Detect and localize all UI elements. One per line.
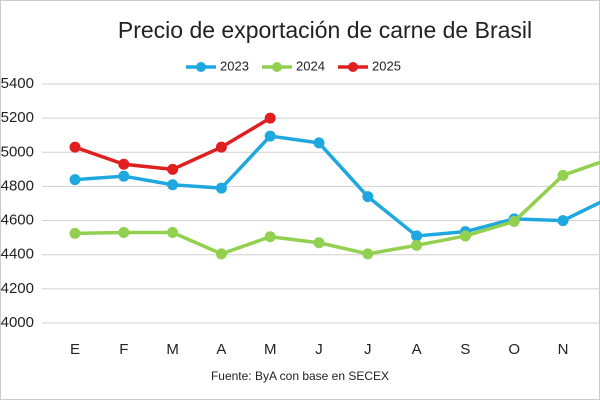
point — [264, 231, 276, 243]
series-line — [74, 134, 600, 238]
point — [557, 169, 569, 181]
point — [69, 227, 81, 239]
point — [167, 179, 179, 191]
y-tick-label: 4200 — [1, 280, 34, 297]
y-tick-label: 4800 — [1, 177, 34, 194]
x-tick-label: J — [315, 341, 323, 358]
legend-label: 2025 — [372, 58, 401, 73]
point — [362, 248, 374, 260]
legend-marker — [272, 62, 282, 72]
source: Fuente: ByA con base en SECEX — [211, 369, 389, 383]
x-tick-label: M — [264, 341, 277, 358]
x-tick-label: E — [70, 341, 80, 358]
y-tick-label: 4000 — [1, 314, 34, 331]
y-tick-label: 5000 — [1, 143, 34, 160]
point — [313, 137, 325, 149]
point — [215, 141, 227, 153]
y-tick-label: 4600 — [1, 212, 34, 229]
point — [459, 230, 471, 242]
x-tick-label: F — [119, 341, 128, 358]
point — [215, 248, 227, 260]
x-tick-label: A — [412, 341, 422, 358]
x-tick-label: S — [460, 341, 470, 358]
point — [411, 239, 423, 251]
point — [215, 182, 227, 194]
x-tick-label: A — [216, 341, 226, 358]
y-tick-label: 5400 — [1, 75, 34, 92]
x-tick-label: O — [508, 341, 520, 358]
point — [167, 163, 179, 175]
point — [313, 237, 325, 249]
legend-marker — [196, 62, 206, 72]
legend-marker — [348, 62, 358, 72]
point — [508, 215, 520, 227]
point — [118, 227, 130, 239]
chart-title: Precio de exportación de carne de Brasil — [118, 17, 532, 43]
point — [167, 227, 179, 239]
point — [69, 174, 81, 186]
point — [118, 170, 130, 182]
y-tick-label: 4400 — [1, 246, 34, 263]
x-tick-label: N — [558, 341, 569, 358]
x-tick-label: M — [166, 341, 179, 358]
y-tick-label: 5200 — [1, 109, 34, 126]
point — [118, 158, 130, 170]
point — [264, 112, 276, 124]
point — [264, 130, 276, 142]
point — [362, 191, 374, 203]
legend-label: 2023 — [220, 58, 249, 73]
point — [411, 230, 423, 242]
point — [69, 141, 81, 153]
series-line — [74, 160, 600, 256]
legend-label: 2024 — [296, 58, 325, 73]
x-tick-label: J — [364, 341, 372, 358]
point — [557, 215, 569, 227]
